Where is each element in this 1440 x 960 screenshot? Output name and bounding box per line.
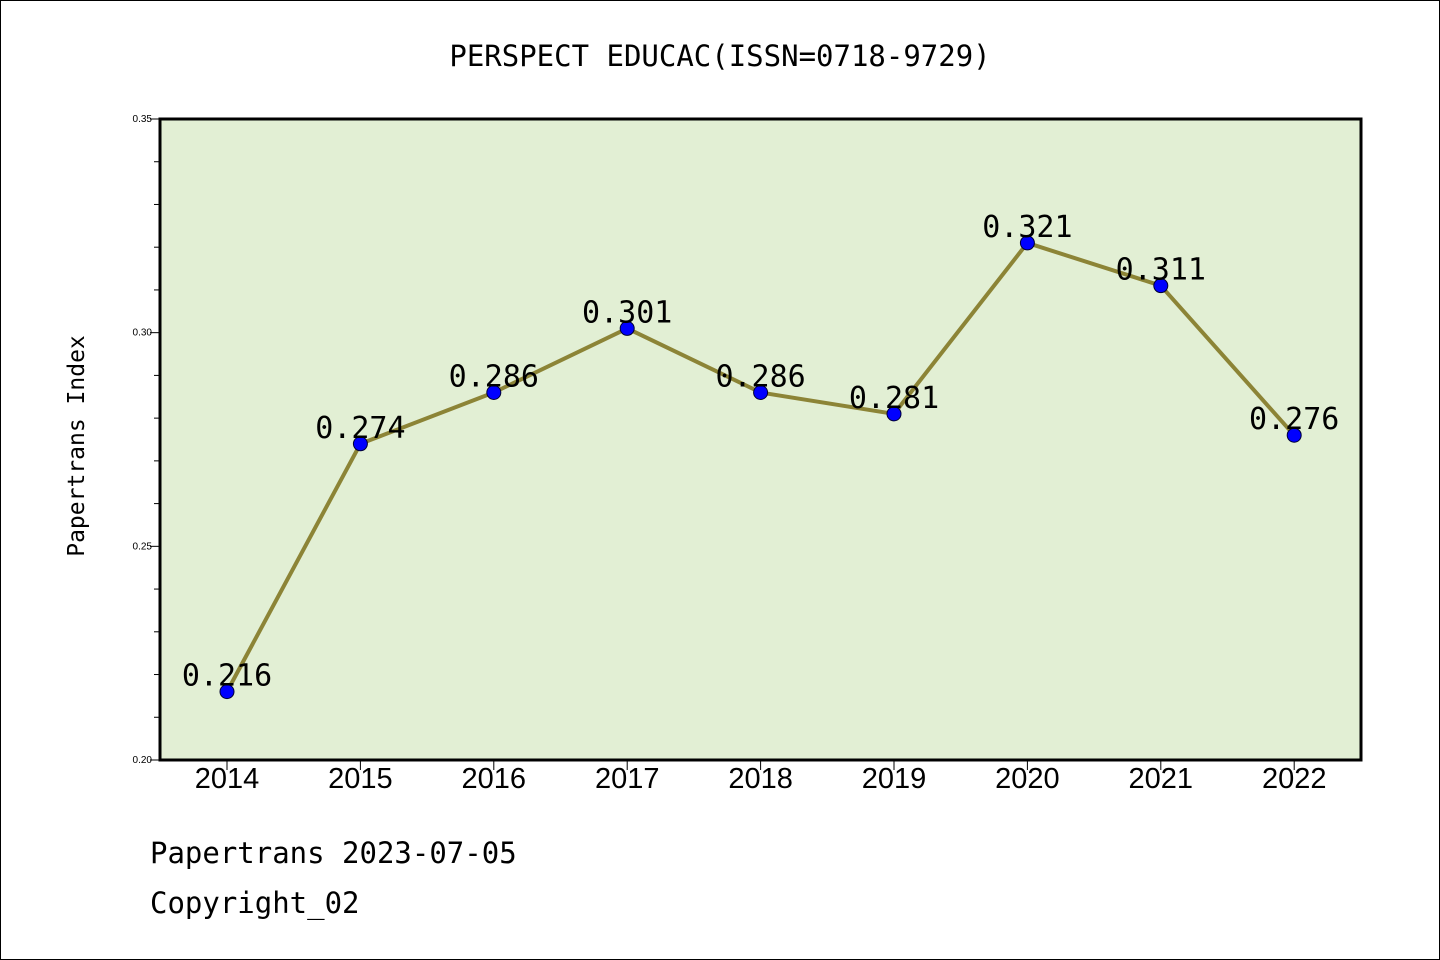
x-tick-label: 2018: [728, 763, 793, 795]
y-tick-label: 0.20: [133, 755, 153, 766]
x-tick-label: 2022: [1262, 763, 1327, 795]
x-tick-label: 2021: [1129, 763, 1194, 795]
data-point: [352, 436, 368, 452]
y-tick-label: 0.25: [133, 541, 153, 552]
x-tick-label: 2014: [195, 763, 260, 795]
footer-copyright: Copyright_02: [150, 886, 360, 920]
data-labels: 0.216 0.274 0.286 0.301 0.286 0.281 0.321 0.311…: [182, 210, 1340, 694]
x-tick-label: 2020: [995, 763, 1060, 795]
x-tick-label: 2016: [462, 763, 527, 795]
x-axis-ticks: 2014 2015 2016 2017 2018 2019 2020 2021 2022: [195, 760, 1327, 795]
data-point: [1286, 427, 1302, 443]
data-point: [886, 406, 902, 422]
data-label: 0.286: [449, 359, 539, 394]
data-point: [219, 684, 235, 700]
data-label: 0.321: [982, 210, 1072, 245]
data-label: 0.311: [1116, 253, 1206, 288]
data-label: 0.274: [315, 411, 405, 446]
data-markers: [219, 235, 1302, 700]
data-point: [619, 320, 635, 336]
data-point: [1019, 235, 1035, 251]
data-label: 0.216: [182, 659, 272, 694]
x-tick-label: 2017: [595, 763, 660, 795]
y-axis-ticks: 0.20 0.25 0.30 0.35: [133, 114, 160, 766]
data-label: 0.281: [849, 381, 939, 416]
footer-date: Papertrans 2023-07-05: [150, 836, 517, 870]
data-point: [1153, 278, 1169, 294]
y-axis-label: Papertrans Index: [64, 335, 90, 557]
data-point: [486, 384, 502, 400]
x-tick-label: 2015: [328, 763, 393, 795]
y-tick-label: 0.30: [133, 328, 153, 339]
data-label: 0.301: [582, 295, 672, 330]
data-label: 0.276: [1249, 402, 1339, 437]
chart-title: PERSPECT EDUCAC(ISSN=0718-9729): [449, 39, 990, 73]
data-label: 0.286: [715, 359, 805, 394]
y-tick-label: 0.35: [133, 114, 153, 125]
x-tick-label: 2019: [862, 763, 927, 795]
data-point: [753, 384, 769, 400]
